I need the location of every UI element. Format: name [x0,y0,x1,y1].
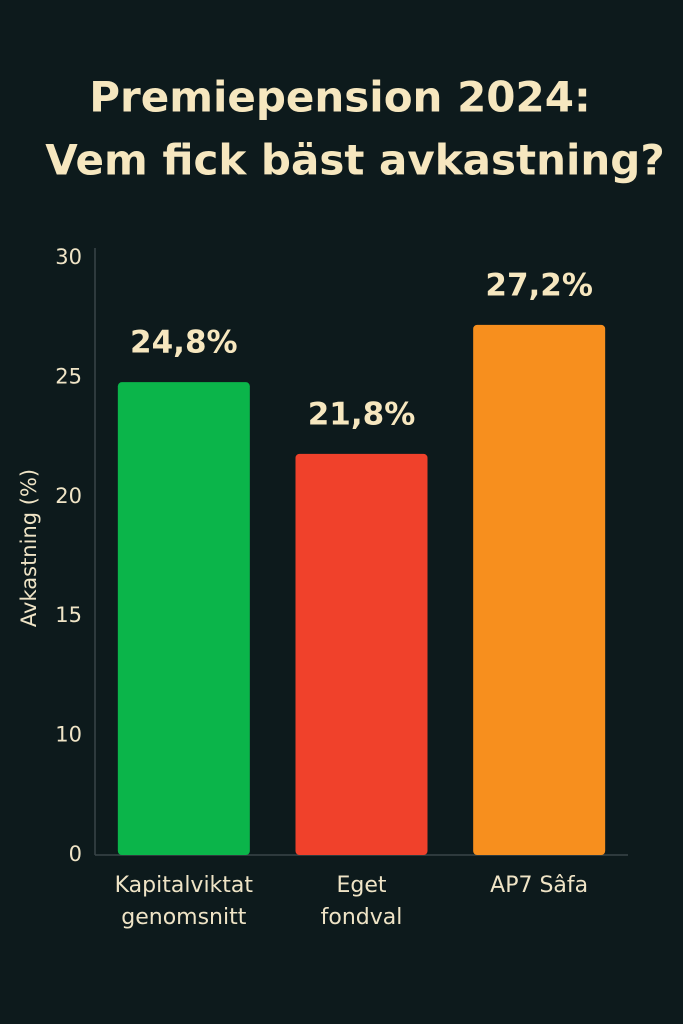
chart-title: Premiepension 2024: [89,73,591,122]
x-tick-label: AP7 Sâfa [490,873,589,898]
y-tick-label: 30 [55,245,82,269]
x-tick-label: Kapitalviktat genomsnitt [114,873,254,930]
y-tick-label: 20 [55,484,82,508]
y-tick-label: 10 [55,723,82,747]
y-tick-label: 25 [55,364,82,388]
value-label: 21,8% [308,396,416,432]
value-label: 24,8% [130,325,238,361]
chart-title: Vem fick bäst avkastning? [45,136,664,185]
bar [295,453,428,855]
y-tick-label: 15 [55,603,82,627]
x-tick-label: Eget fondval [320,873,403,930]
y-tick-label: 0 [69,842,82,866]
bar [473,324,606,855]
bar [117,382,250,855]
value-label: 27,2% [485,267,593,303]
y-axis-label: Avkastning (%) [17,469,41,627]
